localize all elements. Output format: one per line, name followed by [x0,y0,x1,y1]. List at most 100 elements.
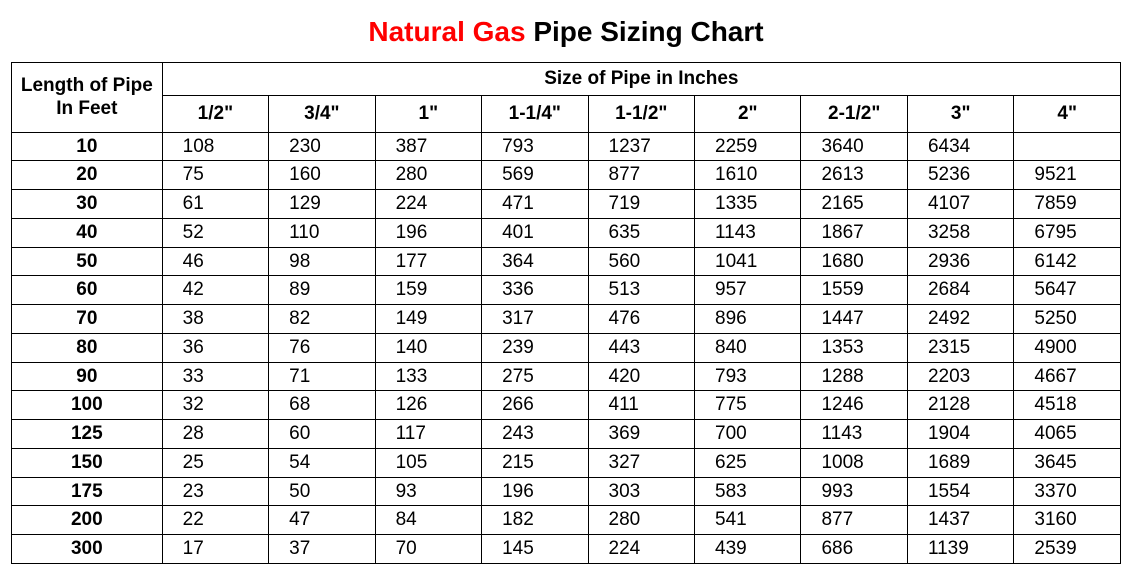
table-cell: 4518 [1014,391,1121,420]
table-cell: 1143 [695,218,801,247]
row-header: 70 [12,305,163,334]
table-cell: 420 [588,362,694,391]
table-cell: 3160 [1014,506,1121,535]
table-row: 17523509319630358399315543370 [12,477,1121,506]
table-cell: 129 [269,190,375,219]
table-cell: 280 [375,161,481,190]
table-cell: 1689 [907,448,1013,477]
table-row: 803676140239443840135323154900 [12,333,1121,362]
table-cell: 275 [482,362,588,391]
table-cell: 793 [482,132,588,161]
table-cell: 476 [588,305,694,334]
table-cell: 60 [269,420,375,449]
table-cell: 957 [695,276,801,305]
table-cell: 1554 [907,477,1013,506]
table-cell: 3640 [801,132,907,161]
table-cell: 5250 [1014,305,1121,334]
table-cell: 36 [162,333,268,362]
table-cell: 117 [375,420,481,449]
column-header-row: 1/2"3/4"1"1-1/4"1-1/2"2"2-1/2"3"4" [12,95,1121,132]
table-cell: 840 [695,333,801,362]
table-cell: 133 [375,362,481,391]
table-cell: 411 [588,391,694,420]
column-header: 1/2" [162,95,268,132]
table-cell: 149 [375,305,481,334]
table-row: 1502554105215327625100816893645 [12,448,1121,477]
table-cell: 1353 [801,333,907,362]
table-cell: 4107 [907,190,1013,219]
table-cell: 54 [269,448,375,477]
table-cell: 126 [375,391,481,420]
table-body: 1010823038779312372259364064342075160280… [12,132,1121,563]
table-cell: 140 [375,333,481,362]
table-cell: 215 [482,448,588,477]
table-cell: 471 [482,190,588,219]
table-cell: 42 [162,276,268,305]
table-cell: 513 [588,276,694,305]
table-cell: 243 [482,420,588,449]
chart-title-accent: Natural Gas [368,16,525,47]
table-cell: 560 [588,247,694,276]
table-cell: 4667 [1014,362,1121,391]
table-cell: 877 [801,506,907,535]
table-cell: 3258 [907,218,1013,247]
table-cell: 896 [695,305,801,334]
table-cell: 76 [269,333,375,362]
column-header: 3" [907,95,1013,132]
table-cell: 793 [695,362,801,391]
table-cell: 700 [695,420,801,449]
table-cell: 110 [269,218,375,247]
table-cell: 47 [269,506,375,535]
table-row: 703882149317476896144724925250 [12,305,1121,334]
table-cell: 239 [482,333,588,362]
table-cell: 182 [482,506,588,535]
column-header: 1" [375,95,481,132]
table-row: 1003268126266411775124621284518 [12,391,1121,420]
table-cell: 17 [162,535,268,564]
table-cell: 327 [588,448,694,477]
table-cell: 46 [162,247,268,276]
table-row: 40521101964016351143186732586795 [12,218,1121,247]
table-cell: 3645 [1014,448,1121,477]
table-cell: 1559 [801,276,907,305]
table-cell: 33 [162,362,268,391]
table-row: 604289159336513957155926845647 [12,276,1121,305]
table-cell: 2203 [907,362,1013,391]
row-header: 20 [12,161,163,190]
table-cell: 4900 [1014,333,1121,362]
table-cell: 2539 [1014,535,1121,564]
table-cell: 98 [269,247,375,276]
table-cell: 1041 [695,247,801,276]
row-header: 200 [12,506,163,535]
table-cell: 583 [695,477,801,506]
table-cell: 224 [375,190,481,219]
table-cell: 719 [588,190,694,219]
table-cell: 625 [695,448,801,477]
table-cell: 23 [162,477,268,506]
table-cell: 2259 [695,132,801,161]
table-cell: 439 [695,535,801,564]
table-cell: 364 [482,247,588,276]
table-cell: 1288 [801,362,907,391]
table-cell: 93 [375,477,481,506]
table-cell: 1610 [695,161,801,190]
column-header: 1-1/4" [482,95,588,132]
column-header: 4" [1014,95,1121,132]
table-cell: 37 [269,535,375,564]
table-cell: 1143 [801,420,907,449]
row-header: 125 [12,420,163,449]
table-cell: 6142 [1014,247,1121,276]
table-cell: 775 [695,391,801,420]
table-cell: 266 [482,391,588,420]
table-cell: 50 [269,477,375,506]
table-cell: 2492 [907,305,1013,334]
chart-title: Natural Gas Pipe Sizing Chart [10,16,1122,48]
table-cell: 3370 [1014,477,1121,506]
table-cell: 61 [162,190,268,219]
table-cell: 22 [162,506,268,535]
table-row: 1252860117243369700114319044065 [12,420,1121,449]
table-cell: 1237 [588,132,694,161]
row-header: 150 [12,448,163,477]
table-cell: 89 [269,276,375,305]
table-cell: 196 [375,218,481,247]
